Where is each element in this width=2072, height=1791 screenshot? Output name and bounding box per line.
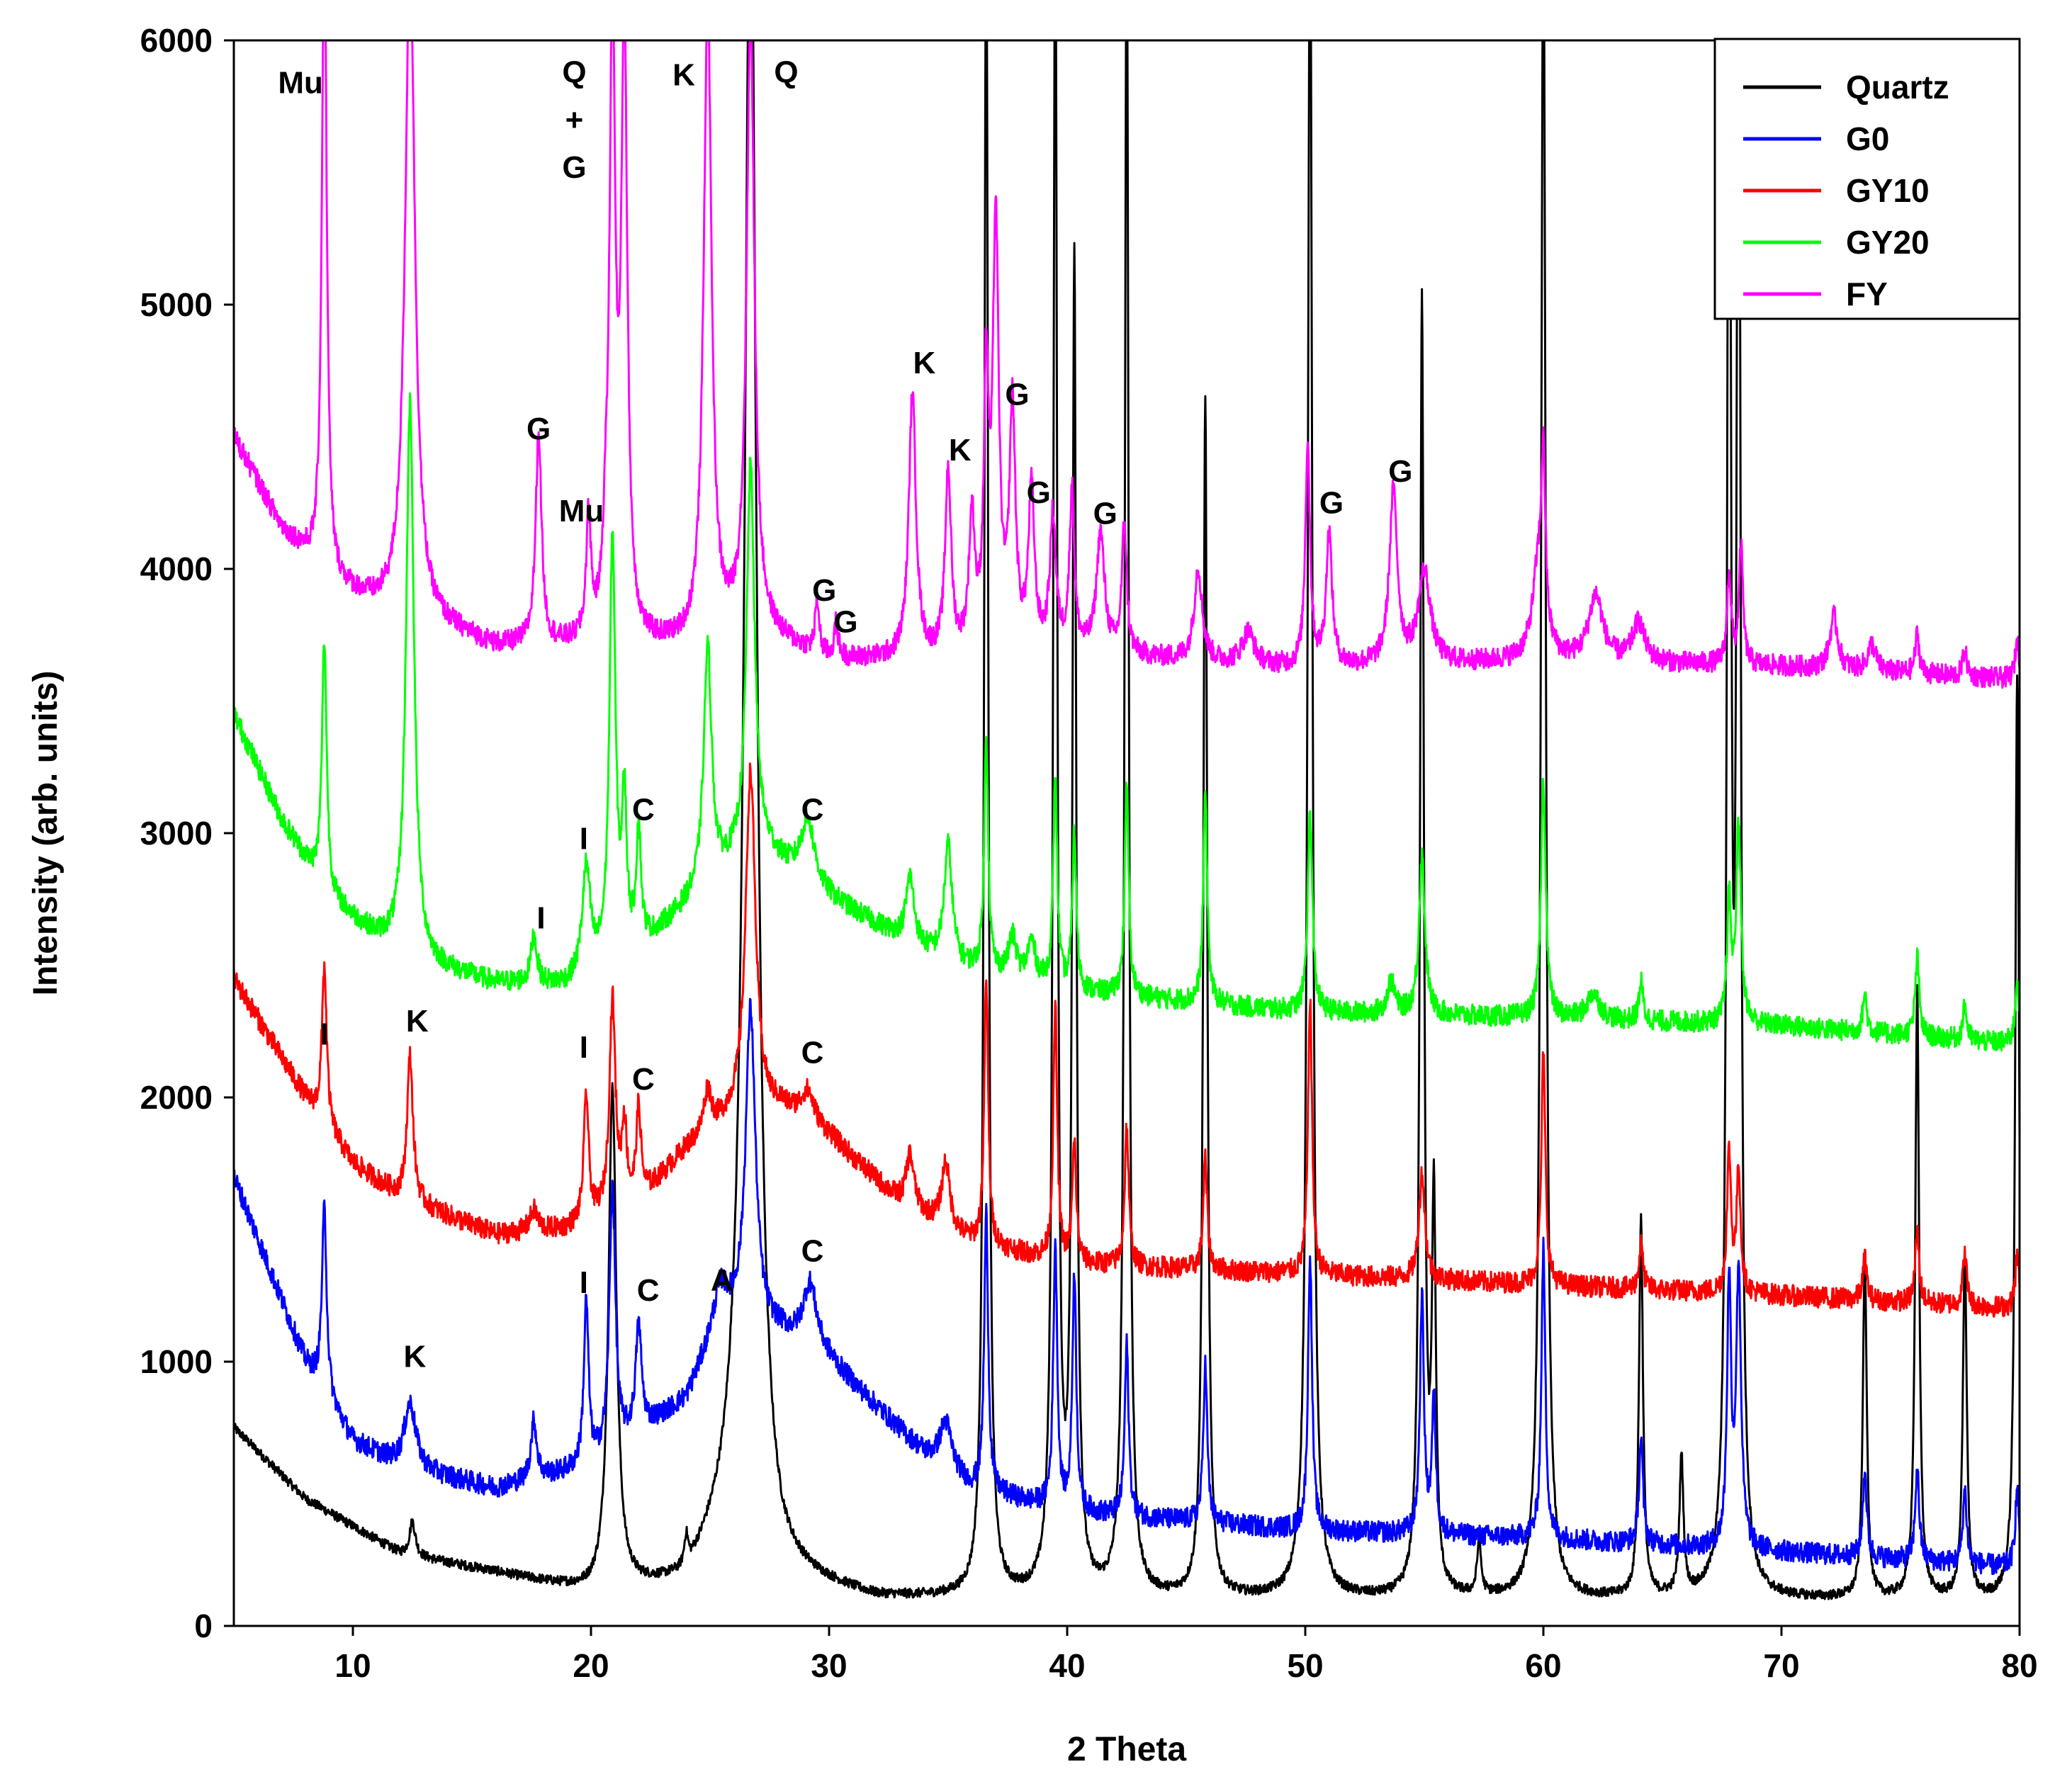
y-tick-label: 0 [194, 1608, 213, 1644]
axes: 10 20 30 40 50 60 70 80 0 1000 2000 3000 4000 5000 600… [140, 22, 2038, 1684]
peak-label: I [320, 1017, 329, 1051]
legend-label-g0: G0 [1846, 120, 1889, 157]
peak-label: + [565, 103, 584, 137]
peak-label: I [580, 821, 588, 856]
y-tick-label: 6000 [140, 22, 213, 59]
x-tick-label: 40 [1049, 1647, 1085, 1684]
series-layer [234, 40, 2020, 1600]
peak-label: G [527, 412, 551, 446]
x-tick-label: 80 [2001, 1647, 2037, 1684]
peak-label: K [913, 346, 936, 380]
x-axis-title: 2 Theta [1067, 1731, 1186, 1768]
y-tick-label: 1000 [140, 1343, 213, 1380]
peak-label: Mu [278, 66, 323, 101]
x-tick-label: 10 [334, 1647, 371, 1684]
legend-label-quartz: Quartz [1846, 69, 1949, 106]
peak-label: C [637, 1273, 660, 1308]
peak-label: G [1027, 475, 1051, 510]
series-line-g0 [234, 998, 2020, 1576]
peak-label: G [1388, 454, 1412, 489]
x-tick-label: 60 [1525, 1647, 1561, 1684]
x-tick-label: 50 [1287, 1647, 1323, 1684]
y-axis-title: Intensity (arb. units) [27, 671, 64, 996]
x-tick-label: 30 [811, 1647, 847, 1684]
peak-label: G [812, 573, 836, 608]
peak-label: C [632, 1062, 655, 1097]
legend-label-fy: FY [1846, 276, 1888, 312]
legend-label-gy10: GY10 [1846, 172, 1930, 209]
legend: Quartz G0 GY10 GY20 FY [1713, 38, 2021, 320]
peak-label: Q [562, 55, 586, 90]
peak-label: K [406, 1004, 429, 1039]
peak-label: C [801, 1233, 824, 1268]
peak-label: C [801, 1036, 824, 1070]
y-tick-label: 2000 [140, 1079, 213, 1116]
peak-label: G [562, 150, 586, 185]
x-tick-label: 20 [573, 1647, 609, 1684]
peak-label: G [1319, 486, 1344, 521]
series-line-gy10 [234, 762, 2020, 1318]
x-tick-label: 70 [1763, 1647, 1799, 1684]
peak-label: I [580, 1030, 588, 1065]
peak-label: A [711, 1262, 733, 1297]
peak-label: I [580, 1265, 588, 1300]
y-tick-label: 3000 [140, 815, 213, 852]
peak-label: G [833, 605, 857, 640]
peak-label: C [632, 792, 655, 827]
y-tick-label: 5000 [140, 286, 213, 323]
legend-label-gy20: GY20 [1846, 224, 1930, 261]
peak-label: Mu [559, 494, 604, 529]
peak-label: Q [774, 55, 798, 90]
peak-label: K [403, 1339, 426, 1374]
peak-label: K [949, 433, 972, 468]
y-tick-label: 4000 [140, 550, 213, 587]
peak-label: G [1005, 378, 1029, 412]
peak-label: I [536, 900, 545, 935]
peak-label: C [801, 792, 824, 827]
peak-label: G [1093, 497, 1117, 531]
peak-label: K [672, 57, 695, 92]
series-line-gy20 [234, 392, 2020, 1052]
series-line-fy [234, 40, 2020, 689]
series-line-quartz [234, 40, 2020, 1600]
